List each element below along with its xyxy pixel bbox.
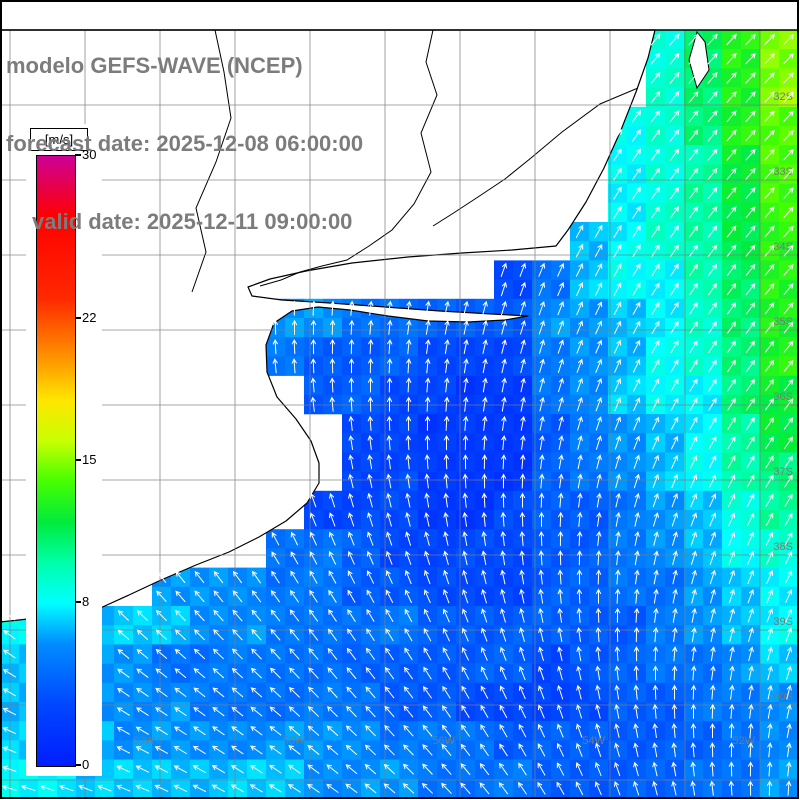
lat-label: 34S [773, 241, 793, 253]
wind-direction-arrows [2, 33, 795, 796]
model-title: modelo GEFS-WAVE (NCEP) [6, 53, 303, 78]
colorbar-tick-0: 0 [82, 757, 90, 772]
colorbar-tick-mark [75, 154, 81, 156]
valid-date: valid date: 2025-12-11 09:00:00 [32, 209, 353, 234]
lon-label: 58W [282, 735, 305, 747]
colorbar-tick-15: 15 [82, 452, 97, 467]
colorbar-tick-22: 22 [82, 309, 97, 325]
lat-label: 35S [773, 316, 793, 328]
lon-label: 56W [432, 735, 455, 747]
colorbar-tick-mark [75, 316, 81, 319]
colorbar-gradient [36, 155, 76, 767]
forecast-date: forecast date: 2025-12-08 06:00:00 [6, 131, 364, 156]
colorbar-tick-mark [75, 601, 81, 604]
lat-label: 32S [773, 91, 793, 103]
colorbar-tick-8: 8 [82, 594, 90, 610]
colorbar-unit-label: [m/s] [30, 128, 88, 151]
colorbar-tick-mark [75, 459, 81, 461]
lon-label: 54W [582, 735, 605, 747]
title-block: modelo GEFS-WAVE (NCEP) forecast date: 2… [6, 1, 363, 287]
lat-label: 37S [773, 466, 793, 478]
lat-label: 38S [773, 541, 793, 553]
lon-label: 60W [132, 735, 155, 747]
colorbar-tick-mark [75, 764, 81, 766]
lat-label: 39S [773, 616, 793, 628]
political-borders [191, 29, 639, 293]
colorbar-tick-30: 30 [82, 147, 97, 162]
graticule [0, 30, 798, 798]
lat-label: 36S [773, 391, 793, 403]
lat-label: 40S [773, 691, 793, 703]
